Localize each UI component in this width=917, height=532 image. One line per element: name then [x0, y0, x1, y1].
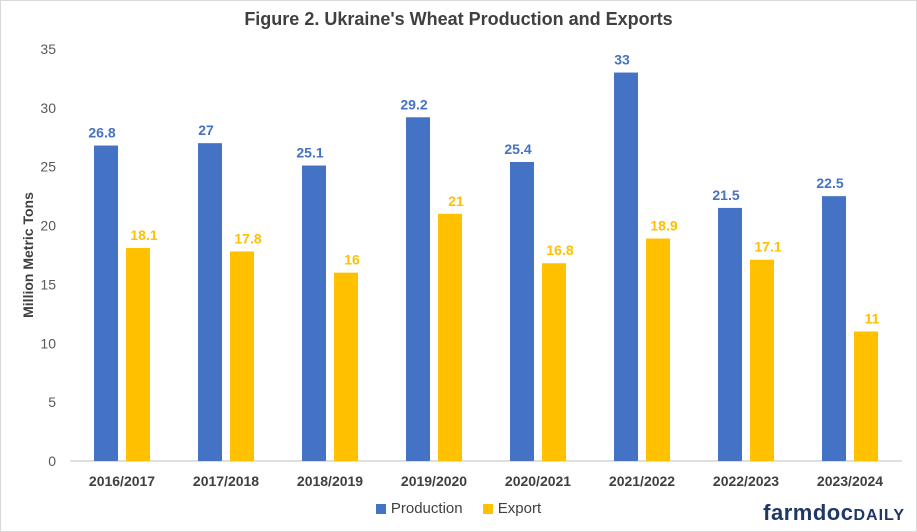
data-label-export: 16.8 [546, 242, 573, 258]
data-label-production: 21.5 [712, 187, 739, 203]
data-label-export: 18.9 [650, 218, 677, 234]
data-label-export: 16 [344, 252, 360, 268]
bar-export [646, 238, 670, 461]
x-tick-label: 2019/2020 [401, 473, 467, 489]
legend-item-production: Production [375, 500, 463, 517]
data-label-production: 26.8 [88, 125, 115, 141]
data-label-production: 33 [614, 52, 630, 68]
bar-export [334, 272, 358, 461]
x-tick-label: 2016/2017 [89, 473, 155, 489]
bar-production [198, 143, 222, 461]
y-tick-label: 5 [48, 394, 56, 410]
bar-production [614, 72, 638, 462]
data-label-export: 11 [865, 311, 880, 327]
data-label-export: 17.1 [754, 239, 781, 255]
bar-export [438, 213, 462, 461]
bar-export [230, 251, 254, 461]
bar-export [542, 263, 566, 461]
legend-label-export: Export [497, 500, 542, 517]
y-tick-label: 10 [40, 335, 56, 351]
x-tick-label: 2017/2018 [193, 473, 259, 489]
logo-text-part2: DAILY [853, 507, 905, 524]
legend: Production Export [0, 500, 917, 518]
legend-label-production: Production [390, 500, 463, 517]
data-label-production: 27 [198, 122, 214, 138]
x-tick-label: 2020/2021 [505, 473, 571, 489]
legend-swatch-export [482, 503, 493, 514]
y-tick-label: 30 [40, 100, 56, 116]
bar-export [750, 259, 774, 461]
logo-text-part1: farmdoc [763, 500, 854, 525]
farmdoc-daily-logo: farmdocDAILY [763, 500, 905, 526]
bar-production [718, 207, 742, 461]
bar-export [126, 247, 150, 461]
bar-production [302, 165, 326, 461]
data-label-production: 22.5 [816, 175, 843, 191]
x-tick-label: 2018/2019 [297, 473, 363, 489]
y-tick-label: 35 [40, 41, 56, 57]
x-tick-label: 2023/2024 [817, 473, 883, 489]
data-label-production: 29.2 [400, 96, 427, 112]
chart-title: Figure 2. Ukraine's Wheat Production and… [244, 9, 673, 29]
legend-item-export: Export [482, 500, 542, 517]
data-label-production: 25.1 [296, 145, 323, 161]
data-label-export: 18.1 [130, 227, 157, 243]
y-tick-label: 0 [48, 453, 56, 469]
data-label-production: 25.4 [504, 141, 531, 157]
x-tick-label: 2021/2022 [609, 473, 675, 489]
bar-production [94, 145, 118, 462]
data-label-export: 21 [448, 193, 464, 209]
bar-production [822, 196, 846, 461]
y-tick-label: 25 [40, 159, 56, 175]
x-tick-label: 2022/2023 [713, 473, 779, 489]
y-tick-label: 20 [40, 218, 56, 234]
bar-production [406, 117, 430, 461]
data-label-export: 17.8 [234, 230, 261, 246]
y-tick-label: 15 [40, 276, 56, 292]
bar-production [510, 162, 534, 461]
legend-swatch-production [375, 503, 386, 514]
bar-export [854, 331, 878, 461]
